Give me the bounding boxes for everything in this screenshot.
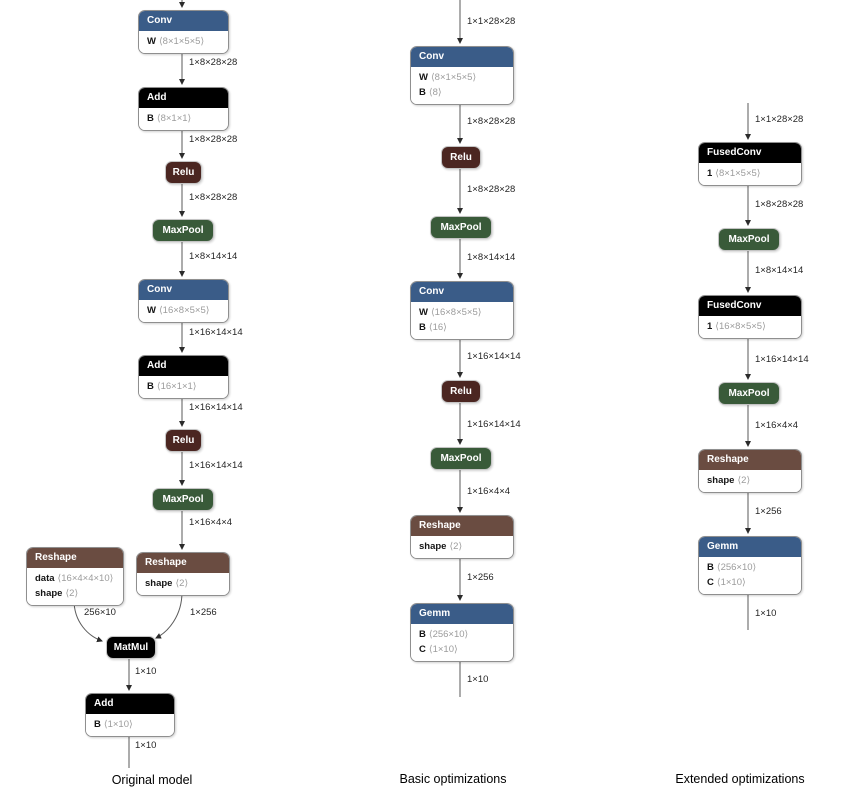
node-attr: W ⟨8×1×5×5⟩	[147, 36, 205, 47]
node-relu[interactable]: Relu	[165, 429, 202, 452]
node-add[interactable]: Add B ⟨8×1×1⟩	[138, 87, 229, 131]
node-gemm[interactable]: Gemm B ⟨256×10⟩ C ⟨1×10⟩	[698, 536, 802, 595]
node-conv[interactable]: Conv W ⟨8×1×5×5⟩ B ⟨8⟩	[410, 46, 514, 105]
node-attr: 1 ⟨16×8×5×5⟩	[707, 321, 766, 332]
node-reshape[interactable]: Reshape shape ⟨2⟩	[410, 515, 514, 559]
node-title: Reshape	[699, 450, 801, 470]
node-title: Add	[86, 694, 174, 714]
tensor-shape-label: 1×256	[467, 572, 494, 583]
node-maxpool[interactable]: MaxPool	[152, 219, 214, 242]
node-attr: 1 ⟨8×1×5×5⟩	[707, 168, 761, 179]
tensor-shape-label: 1×10	[467, 674, 489, 685]
tensor-shape-label: 1×256	[755, 506, 782, 517]
tensor-shape-label: 1×10	[755, 608, 777, 619]
node-attr: C ⟨1×10⟩	[707, 577, 746, 588]
node-attr: B ⟨256×10⟩	[707, 562, 757, 573]
node-title: Conv	[139, 280, 228, 300]
node-title: Add	[139, 88, 228, 108]
tensor-shape-label: 1×1×28×28	[467, 16, 516, 27]
node-attr: B ⟨256×10⟩	[419, 629, 469, 640]
node-fusedconv[interactable]: FusedConv 1 ⟨16×8×5×5⟩	[698, 295, 802, 339]
tensor-shape-label: 1×16×14×14	[755, 354, 809, 365]
node-attr: W ⟨16×8×5×5⟩	[419, 307, 482, 318]
node-attr: B ⟨8⟩	[419, 87, 442, 98]
node-attr: shape ⟨2⟩	[145, 578, 189, 589]
edges-original-model	[73, 0, 185, 768]
node-gemm[interactable]: Gemm B ⟨256×10⟩ C ⟨1×10⟩	[410, 603, 514, 662]
tensor-shape-label: 1×8×14×14	[755, 265, 804, 276]
node-attr: data ⟨16×4×4×10⟩	[35, 573, 114, 584]
tensor-shape-label: 1×16×14×14	[189, 460, 243, 471]
node-attr: shape ⟨2⟩	[35, 588, 79, 599]
node-attr: B ⟨8×1×1⟩	[147, 113, 192, 124]
tensor-shape-label: 1×16×4×4	[189, 517, 233, 528]
tensor-shape-label: 1×8×28×28	[189, 57, 238, 68]
tensor-shape-label: 1×8×28×28	[189, 134, 238, 145]
tensor-shape-label: 1×16×14×14	[189, 402, 243, 413]
node-matmul[interactable]: MatMul	[106, 636, 156, 659]
node-attr: shape ⟨2⟩	[707, 475, 751, 486]
node-attr: W ⟨16×8×5×5⟩	[147, 305, 210, 316]
node-relu[interactable]: Relu	[441, 146, 481, 169]
tensor-shape-label: 1×8×14×14	[467, 252, 516, 263]
node-maxpool[interactable]: MaxPool	[718, 382, 780, 405]
node-add[interactable]: Add B ⟨16×1×1⟩	[138, 355, 229, 399]
node-maxpool[interactable]: MaxPool	[430, 447, 492, 470]
node-title: FusedConv	[699, 143, 801, 163]
node-title: Add	[139, 356, 228, 376]
node-title: Conv	[139, 11, 228, 31]
node-maxpool[interactable]: MaxPool	[430, 216, 492, 239]
node-maxpool[interactable]: MaxPool	[152, 488, 214, 511]
node-attr: B ⟨16⟩	[419, 322, 447, 333]
tensor-shape-label: 1×8×28×28	[467, 184, 516, 195]
tensor-shape-label: 1×8×28×28	[467, 116, 516, 127]
node-add[interactable]: Add B ⟨1×10⟩	[85, 693, 175, 737]
node-reshape[interactable]: Reshape shape ⟨2⟩	[698, 449, 802, 493]
tensor-shape-label: 1×16×14×14	[467, 351, 521, 362]
node-attr: shape ⟨2⟩	[419, 541, 463, 552]
column-caption-original-model: Original model	[111, 773, 193, 787]
tensor-shape-label: 1×10	[135, 666, 157, 677]
node-title: Reshape	[411, 516, 513, 536]
tensor-shape-label: 1×16×14×14	[189, 327, 243, 338]
node-conv[interactable]: Conv W ⟨8×1×5×5⟩	[138, 10, 229, 54]
node-maxpool[interactable]: MaxPool	[718, 228, 780, 251]
node-attr: W ⟨8×1×5×5⟩	[419, 72, 477, 83]
tensor-shape-label: 1×8×28×28	[189, 192, 238, 203]
node-relu[interactable]: Relu	[441, 380, 481, 403]
node-attr: B ⟨16×1×1⟩	[147, 381, 197, 392]
node-title: Gemm	[411, 604, 513, 624]
tensor-shape-label: 1×16×14×14	[467, 419, 521, 430]
node-title: Gemm	[699, 537, 801, 557]
node-reshape[interactable]: Reshape data ⟨16×4×4×10⟩ shape ⟨2⟩	[26, 547, 124, 606]
tensor-shape-label: 1×16×4×4	[467, 486, 511, 497]
node-title: Conv	[411, 47, 513, 67]
tensor-shape-label: 1×8×28×28	[755, 199, 804, 210]
tensor-shape-label: 1×10	[135, 740, 157, 751]
column-caption-extended-optimizations: Extended optimizations	[675, 772, 805, 786]
tensor-shape-label: 1×8×14×14	[189, 251, 238, 262]
node-title: FusedConv	[699, 296, 801, 316]
node-title: Reshape	[27, 548, 123, 568]
node-title: Reshape	[137, 553, 229, 573]
column-caption-basic-optimizations: Basic optimizations	[399, 772, 507, 786]
node-reshape[interactable]: Reshape shape ⟨2⟩	[136, 552, 230, 596]
node-title: Conv	[411, 282, 513, 302]
tensor-shape-label: 1×1×28×28	[755, 114, 804, 125]
node-relu[interactable]: Relu	[165, 161, 202, 184]
tensor-shape-label: 1×256	[190, 607, 217, 618]
node-conv[interactable]: Conv W ⟨16×8×5×5⟩	[138, 279, 229, 323]
node-conv[interactable]: Conv W ⟨16×8×5×5⟩ B ⟨16⟩	[410, 281, 514, 340]
node-attr: C ⟨1×10⟩	[419, 644, 458, 655]
tensor-shape-label: 1×16×4×4	[755, 420, 799, 431]
node-fusedconv[interactable]: FusedConv 1 ⟨8×1×5×5⟩	[698, 142, 802, 186]
node-attr: B ⟨1×10⟩	[94, 719, 133, 730]
tensor-shape-label: 256×10	[84, 607, 116, 618]
